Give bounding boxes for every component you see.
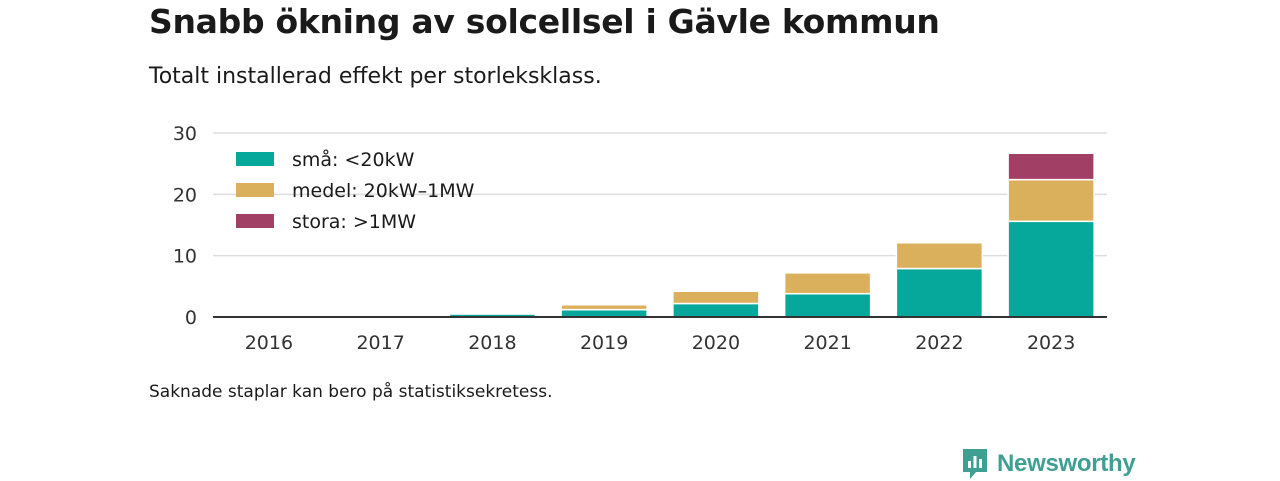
bar-2020-series-1 xyxy=(672,290,760,305)
legend-label: stora: >1MW xyxy=(292,211,416,233)
x-tick-label: 2016 xyxy=(245,332,293,354)
bar-2021-series-0 xyxy=(783,292,872,318)
bar-2023-series-0 xyxy=(1007,220,1095,318)
y-tick-label: 20 xyxy=(173,184,197,206)
legend-swatch xyxy=(236,183,274,197)
newsworthy-logo: Newsworthy xyxy=(961,447,1136,481)
y-tick-label: 0 xyxy=(185,307,197,329)
chart-subtitle: Totalt installerad effekt per storlekskl… xyxy=(149,64,602,89)
newsworthy-logo-text: Newsworthy xyxy=(997,450,1136,477)
legend-label: små: <20kW xyxy=(292,148,415,171)
x-tick-label: 2019 xyxy=(580,332,628,354)
x-tick-label: 2020 xyxy=(692,332,740,354)
footnote: Saknade staplar kan bero på statistiksek… xyxy=(149,382,553,402)
legend-label: medel: 20kW–1MW xyxy=(292,180,475,202)
legend-swatch xyxy=(236,152,274,166)
stacked-bar-chart: 0 10 20 30 2016 2017 2018 2019 2020 2021 2022 2023 s… xyxy=(173,123,1107,354)
y-tick-label: 10 xyxy=(173,246,197,268)
bar-2023-series-1 xyxy=(1007,178,1095,223)
y-tick-label: 30 xyxy=(173,123,197,145)
x-tick-label: 2021 xyxy=(803,332,851,354)
bar-2018-series-1 xyxy=(448,311,537,315)
legend-swatch xyxy=(236,214,274,228)
bar-2020-series-0 xyxy=(672,302,760,318)
bar-2019-series-1 xyxy=(560,303,648,311)
bar-2021-series-1 xyxy=(783,272,872,295)
newsworthy-logo-icon xyxy=(963,449,987,479)
bar-2022-series-1 xyxy=(895,242,984,270)
x-tick-label: 2018 xyxy=(468,332,516,354)
chart-title: Snabb ökning av solcellsel i Gävle kommu… xyxy=(149,2,940,41)
bar-2019-series-0 xyxy=(560,308,648,318)
x-tick-label: 2023 xyxy=(1027,332,1075,354)
bar-2023-series-2 xyxy=(1007,152,1095,181)
bar-2022-series-0 xyxy=(895,267,984,318)
x-tick-label: 2017 xyxy=(356,332,404,354)
x-tick-label: 2022 xyxy=(915,332,963,354)
